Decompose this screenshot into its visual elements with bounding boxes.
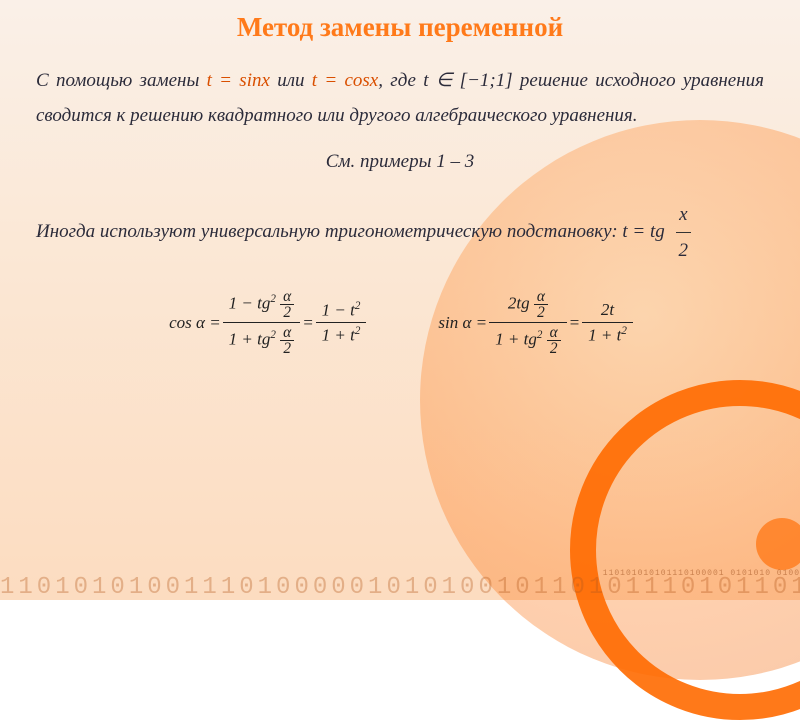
tg-frac-den: 2 — [676, 232, 692, 268]
cos-f1-num-exp: 2 — [270, 293, 276, 305]
binary-decor: 110101010101110100001 0101010 0100 11010… — [0, 544, 800, 600]
page-title: Метод замены переменной — [36, 12, 764, 43]
sin-frac1: 2tg α 2 1 + tg2 α 2 — [489, 287, 567, 359]
content: Метод замены переменной С помощью замены… — [0, 0, 800, 359]
formulas-row: cos α = 1 − tg2 α 2 1 + tg2 α 2 — [36, 287, 764, 359]
sin-f1-den-frac: α 2 — [547, 325, 561, 357]
tg-fraction: x 2 — [676, 197, 692, 268]
cos-f1-num-alpha: α — [280, 289, 294, 304]
cos-f1-num-frac: α 2 — [280, 289, 294, 321]
cos-f1-num-two: 2 — [280, 304, 294, 320]
intro-mid1: или — [270, 70, 312, 91]
slide: 110101010101110100001 0101010 0100 11010… — [0, 0, 800, 600]
cos-f2-num-exp: 2 — [355, 300, 361, 312]
sin-eq: = — [569, 313, 580, 333]
binary-small: 110101010101110100001 0101010 0100 — [603, 569, 800, 578]
binary-large: 1101010100111010000010101001011010111010… — [0, 576, 800, 600]
cos-eq: = — [302, 313, 313, 333]
cos-frac2: 1 − t2 1 + t2 — [316, 298, 367, 347]
intro-hl2: t = cosx — [312, 70, 378, 91]
sin-lhs: sin α = — [438, 313, 487, 333]
see-examples: См. примеры 1 – 3 — [36, 151, 764, 173]
sin-f2-den: 1 + t — [588, 325, 621, 344]
sin-frac2: 2t 1 + t2 — [582, 298, 633, 347]
cos-lhs: cos α = — [169, 313, 221, 333]
sin-f2-num: 2t — [601, 300, 614, 319]
sin-f2-den-exp: 2 — [621, 325, 627, 337]
sin-f1-num-two: 2 — [534, 304, 548, 320]
sin-f1-num-a: 2tg — [508, 293, 530, 312]
cos-f2-num: 1 − t — [322, 301, 355, 320]
cos-formula: cos α = 1 − tg2 α 2 1 + tg2 α 2 — [167, 287, 366, 359]
sin-f1-den-two: 2 — [547, 340, 561, 356]
cos-f1-den-alpha: α — [280, 325, 294, 340]
sin-f1-den-alpha: α — [547, 325, 561, 340]
sin-formula: sin α = 2tg α 2 1 + tg2 α 2 — [436, 287, 632, 359]
intro-part1: С помощью замены — [36, 70, 207, 91]
sin-f1-den-a: 1 + tg — [495, 330, 537, 349]
intro-hl1: t = sinx — [207, 70, 270, 91]
cos-f2-den-exp: 2 — [355, 325, 361, 337]
tg-frac-num: x — [676, 197, 692, 232]
intro-paragraph: С помощью замены t = sinx или t = cosx, … — [36, 63, 764, 133]
cos-f1-num-a: 1 − tg — [229, 293, 271, 312]
cos-f1-den-a: 1 + tg — [229, 330, 271, 349]
sin-f1-num-alpha: α — [534, 289, 548, 304]
cos-f1-den-exp: 2 — [270, 329, 276, 341]
cos-f2-den: 1 + t — [322, 326, 355, 345]
sometimes-paragraph: Иногда используют универсальную тригоном… — [36, 197, 764, 268]
sin-f1-den-exp: 2 — [537, 329, 543, 341]
cos-frac1: 1 − tg2 α 2 1 + tg2 α 2 — [223, 287, 301, 359]
sin-f1-num-frac: α 2 — [534, 289, 548, 321]
sometimes-text: Иногда используют универсальную тригоном… — [36, 221, 665, 242]
cos-f1-den-frac: α 2 — [280, 325, 294, 357]
cos-f1-den-two: 2 — [280, 340, 294, 356]
